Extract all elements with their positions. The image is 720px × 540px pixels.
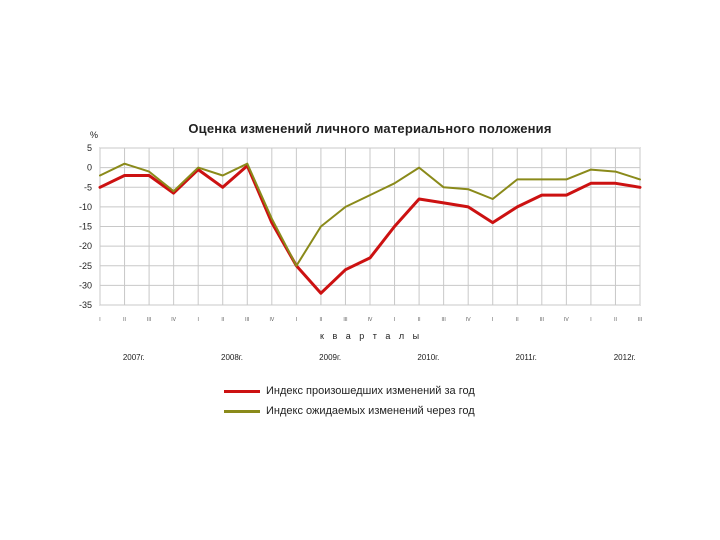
x-tick-label: I (197, 317, 198, 323)
legend-item-expected: Индекс ожидаемых изменений через год (224, 403, 475, 419)
data-point-series-1 (590, 182, 592, 185)
y-axis-unit-label: % (90, 130, 99, 140)
legend-swatch-expected (224, 409, 260, 413)
data-point-series-2 (197, 166, 199, 169)
y-tick-label: -25 (79, 261, 92, 271)
y-tick-label: -30 (79, 280, 92, 290)
data-point-series-2 (541, 178, 543, 181)
x-tick-label: III (245, 317, 249, 323)
x-tick-label: I (99, 317, 100, 323)
data-point-series-1 (99, 186, 101, 189)
x-tick-label: I (492, 317, 493, 323)
data-point-series-2 (491, 198, 494, 200)
x-tick-label: IV (368, 317, 373, 323)
x-tick-label: III (540, 317, 544, 323)
x-tick-label: II (123, 317, 126, 323)
year-label: 2012г. (613, 353, 636, 362)
data-point-series-1 (442, 202, 445, 204)
data-point-series-2 (344, 206, 347, 208)
legend-item-actual: Индекс произошедших изменений за год (224, 383, 475, 399)
data-point-series-1 (123, 174, 126, 177)
x-tick-label: II (614, 317, 617, 323)
chart-title: Оценка изменений личного материального п… (188, 121, 552, 136)
data-point-series-1 (614, 182, 617, 185)
y-tick-label: -35 (79, 300, 92, 310)
data-point-series-2 (271, 217, 273, 220)
data-point-series-1 (369, 257, 371, 259)
data-point-series-2 (393, 182, 396, 185)
x-tick-label: I (590, 317, 591, 323)
x-axis-title: к в а р т а л ы (320, 331, 423, 341)
data-point-series-1 (418, 198, 420, 200)
data-point-series-1 (541, 194, 543, 196)
data-point-series-1 (221, 186, 224, 189)
x-tick-label: II (320, 317, 323, 323)
data-point-series-2 (172, 190, 175, 192)
data-point-series-1 (467, 206, 469, 208)
x-tick-label: III (442, 317, 446, 323)
x-tick-label: III (147, 317, 151, 323)
x-tick-label: IV (269, 317, 274, 323)
x-tick-label: IV (171, 317, 176, 323)
y-tick-label: -20 (79, 241, 92, 251)
data-point-series-1 (148, 174, 150, 177)
y-tick-label: -10 (79, 202, 92, 212)
data-point-series-1 (393, 225, 396, 228)
x-tick-label: II (516, 317, 519, 323)
data-point-series-1 (344, 268, 347, 271)
data-point-series-1 (320, 292, 322, 295)
year-label: 2009г. (319, 353, 342, 362)
data-point-series-1 (516, 206, 519, 208)
data-point-series-2 (639, 178, 641, 181)
legend-swatch-actual (224, 389, 260, 393)
data-point-series-1 (565, 194, 568, 196)
y-tick-label: 0 (87, 163, 92, 173)
x-tick-label: III (343, 317, 347, 323)
x-tick-label: I (296, 317, 297, 323)
year-label: 2007г. (122, 353, 145, 362)
legend-label-expected: Индекс ожидаемых изменений через год (266, 405, 475, 417)
x-tick-label: IV (564, 317, 569, 323)
data-point-series-1 (172, 192, 175, 194)
data-point-series-2 (246, 162, 249, 165)
data-point-series-1 (491, 221, 494, 224)
data-point-series-2 (516, 178, 519, 181)
data-point-series-2 (369, 194, 371, 196)
data-point-series-2 (590, 168, 592, 171)
x-tick-label: II (221, 317, 224, 323)
data-point-series-2 (467, 188, 469, 191)
legend: Индекс произошедших изменений за год Инд… (224, 383, 475, 423)
legend-label-actual: Индекс произошедших изменений за год (266, 385, 475, 397)
data-point-series-2 (565, 178, 568, 181)
data-point-series-2 (320, 225, 322, 228)
data-point-series-2 (418, 166, 420, 169)
data-point-series-2 (221, 174, 224, 177)
x-tick-label: II (418, 317, 421, 323)
x-tick-label: III (638, 317, 642, 323)
y-tick-label: -5 (84, 182, 92, 192)
data-point-series-2 (99, 174, 101, 177)
data-point-series-1 (271, 221, 273, 224)
y-tick-label: -15 (79, 222, 92, 232)
x-tick-label: I (394, 317, 395, 323)
data-point-series-2 (295, 264, 298, 267)
data-point-series-1 (639, 186, 641, 189)
year-label: 2010г. (417, 353, 440, 362)
y-tick-label: 5 (87, 143, 92, 153)
data-point-series-2 (123, 162, 126, 165)
data-point-series-2 (442, 186, 445, 189)
x-tick-label: IV (466, 317, 471, 323)
year-label: 2011г. (515, 353, 537, 362)
year-label: 2008г. (221, 353, 243, 362)
data-point-series-2 (614, 170, 617, 173)
data-point-series-2 (148, 170, 150, 173)
